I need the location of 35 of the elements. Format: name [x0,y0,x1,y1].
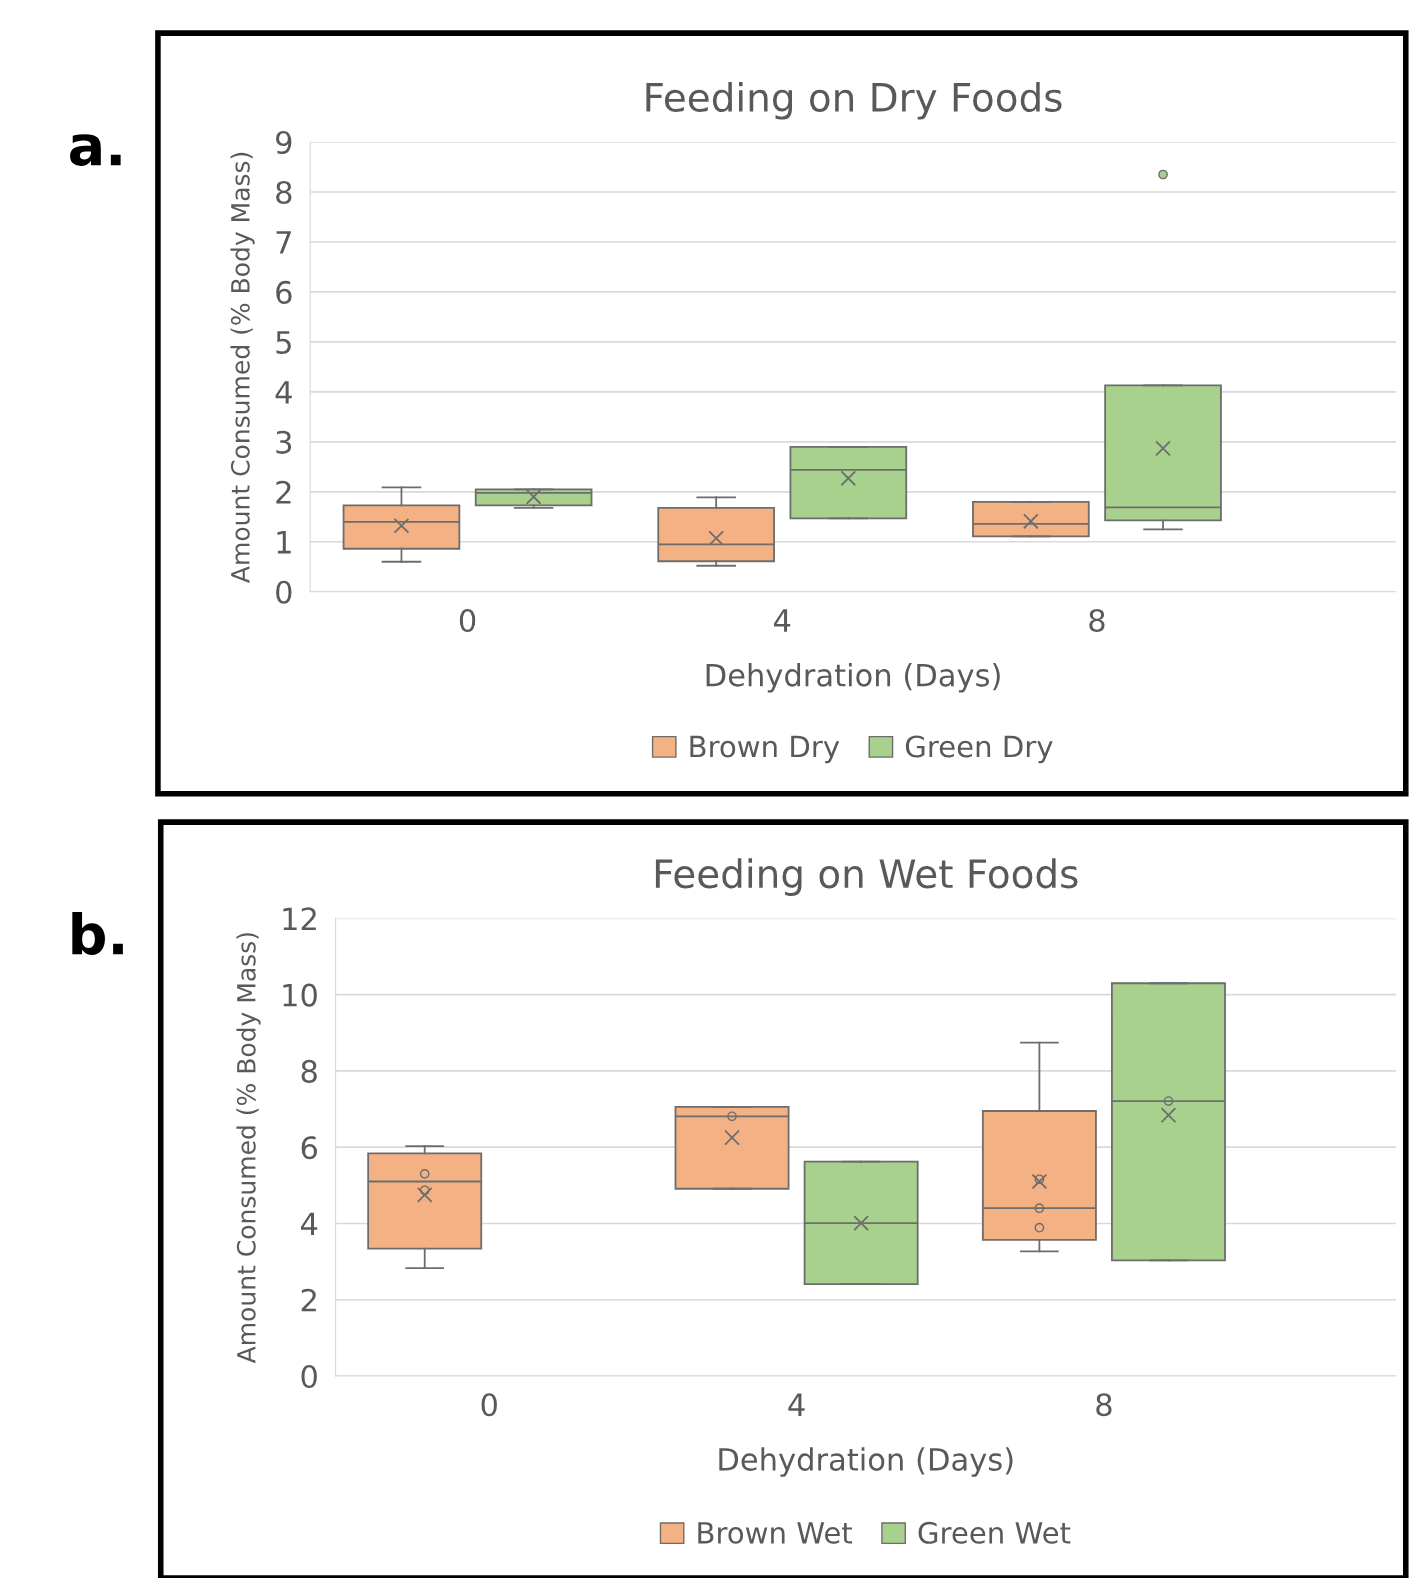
y-tick-label: 4 [300,1212,318,1236]
y-tick-label: 5 [276,331,291,354]
x-tick-label: 0 [459,608,476,633]
legend-label: Brown Wet [698,1522,853,1544]
y-tick-label: 8 [276,180,292,205]
chart-title: Feeding on Dry Foods [646,81,1062,120]
y-tick-label: 2 [301,1288,316,1312]
chart-title: Feeding on Wet Foods [655,858,1078,896]
legend-label: Green Dry [905,735,1053,764]
x-tick-label: 0 [481,1393,497,1417]
x-tick-label: 8 [1089,608,1105,633]
y-tick-label: 3 [276,430,292,454]
y-tick-label: 2 [276,480,291,504]
x-tick-label: 8 [1096,1393,1112,1417]
y-tick-label: 0 [301,1364,317,1389]
y-tick-label: 10 [283,983,317,1007]
y-axis-title: Amount Consumed (% Body Mass) [236,933,261,1364]
y-tick-label: 7 [276,231,291,254]
x-tick-label: 4 [788,1393,805,1416]
y-tick-label: 6 [301,1136,317,1160]
text: a. [70,134,121,167]
y-tick-label: 6 [276,280,292,304]
y-tick-label: 1 [277,531,291,554]
y-tick-label: 0 [276,580,292,604]
y-tick-label: 12 [283,907,316,930]
y-tick-label: 4 [275,381,292,404]
x-axis-title: Dehydration (Days) [719,1447,1013,1477]
legend-label: Green Wet [918,1521,1071,1544]
text: b. [72,912,123,956]
x-tick-label: 4 [774,609,791,632]
y-axis-title: Amount Consumed (% Body Mass) [230,152,255,583]
y-tick-label: 9 [276,130,292,155]
legend-label: Brown Dry [690,735,840,764]
y-tick-label: 8 [301,1059,317,1083]
x-axis-title: Dehydration (Days) [706,662,1000,693]
